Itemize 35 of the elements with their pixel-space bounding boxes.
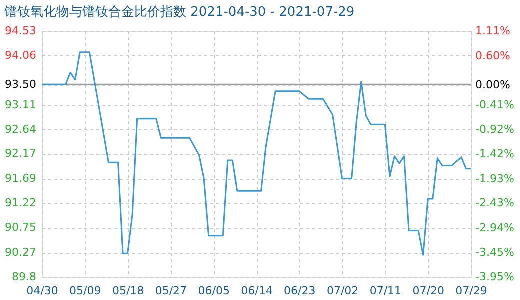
y-tick-label: 93.11 xyxy=(5,98,36,112)
x-tick-label: 07/02 xyxy=(326,284,359,298)
x-tick-label: 07/29 xyxy=(456,284,488,298)
y2-tick-label: 0.60% xyxy=(476,49,510,62)
x-tick-label: 06/14 xyxy=(241,284,273,298)
y-tick-label: 90.75 xyxy=(5,221,36,234)
y2-tick-label: -2.43% xyxy=(476,196,514,210)
line-series xyxy=(41,52,472,256)
y-tick-label: 92.17 xyxy=(5,147,36,160)
y2-tick-label: -1.93% xyxy=(476,172,514,186)
y2-tick-label: 1.11% xyxy=(476,24,510,38)
y-tick-label: 92.64 xyxy=(5,122,36,136)
x-tick-label: 05/09 xyxy=(70,284,102,298)
x-tick-label: 04/30 xyxy=(26,284,58,298)
y-tick-label: 94.53 xyxy=(5,24,36,38)
y2-tick-label: -2.94% xyxy=(476,221,514,234)
y-tick-label: 93.50 xyxy=(5,78,36,92)
y2-tick-label: -0.41% xyxy=(476,98,514,112)
y2-tick-label: -0.92% xyxy=(476,123,514,136)
x-tick-label: 06/05 xyxy=(198,284,230,298)
y2-tick-label: -1.42% xyxy=(476,148,514,160)
y-tick-label: 90.27 xyxy=(5,246,36,260)
y2-tick-label: -3.95% xyxy=(476,270,514,284)
x-tick-label: 05/18 xyxy=(112,284,144,298)
chart-title: 镨钕氧化物与镨钕合金比价指数 2021-04-30 - 2021-07-29 xyxy=(4,5,355,20)
y-tick-label: 91.69 xyxy=(5,172,36,186)
x-tick-label: 05/27 xyxy=(155,284,188,298)
y-tick-label: 89.8 xyxy=(12,270,36,284)
y-tick-label: 91.22 xyxy=(5,196,36,210)
y-tick-label: 94.06 xyxy=(5,48,36,62)
y2-tick-label: 0.00% xyxy=(476,78,510,92)
x-tick-label: 07/11 xyxy=(370,284,402,298)
y2-tick-label: -3.45% xyxy=(476,246,514,260)
x-tick-label: 06/23 xyxy=(284,284,316,298)
x-tick-label: 07/20 xyxy=(412,284,444,298)
